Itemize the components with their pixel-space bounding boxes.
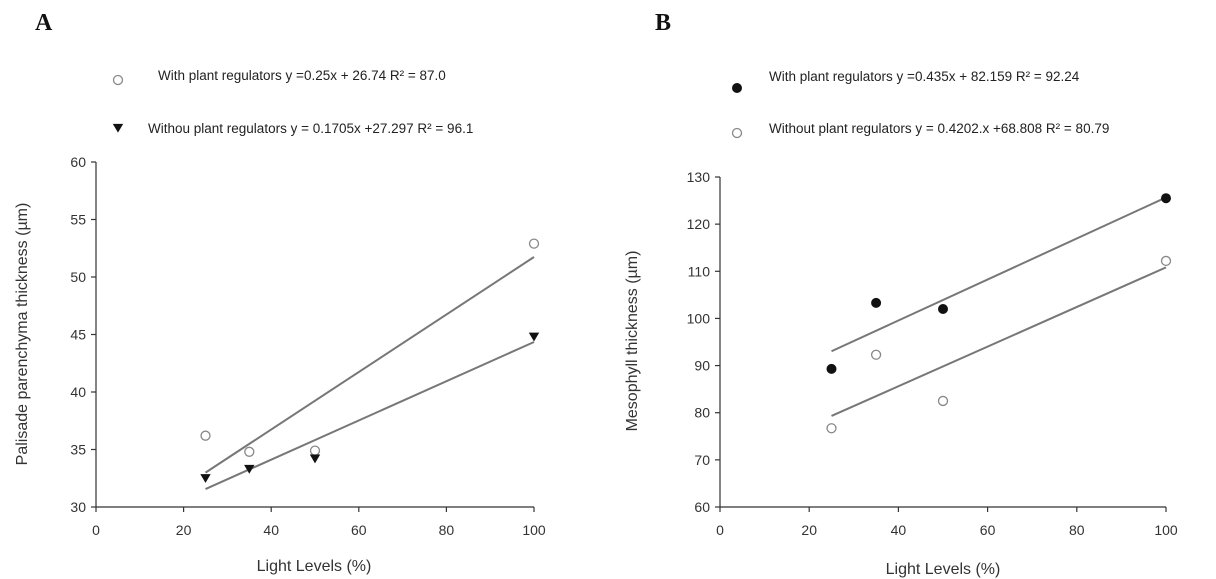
data-point [826, 423, 837, 434]
x-tick-label: 60 [351, 522, 367, 538]
data-point [244, 446, 255, 457]
trendline-2 [831, 266, 1167, 417]
legend-marker [112, 74, 124, 86]
x-axis-title: Light Levels (%) [257, 558, 372, 575]
data-point [200, 474, 211, 483]
legend-marker [112, 123, 124, 133]
data-point [200, 430, 211, 441]
x-tick-label: 80 [1069, 522, 1085, 538]
trendline-1 [831, 196, 1167, 353]
data-point [528, 332, 540, 342]
legend-label: Without plant regulators y = 0.4202.x +6… [769, 121, 1109, 136]
legend-label: With plant regulators y =0.25x + 26.74 R… [158, 68, 446, 83]
data-point [1161, 193, 1171, 204]
y-tick-label: 100 [687, 310, 711, 326]
x-tick-label: 40 [263, 522, 279, 538]
data-point [938, 304, 948, 314]
y-tick-label: 50 [70, 269, 86, 285]
x-tick-label: 0 [92, 522, 100, 538]
y-tick-label: 90 [694, 358, 710, 374]
y-tick-label: 70 [694, 452, 710, 468]
y-axis-title: Mesophyll thickness (µm) [624, 251, 641, 432]
legend-label: Withou plant regulators y = 0.1705x +27.… [148, 121, 473, 136]
x-tick-label: 20 [176, 522, 192, 538]
legend-marker [731, 127, 743, 139]
data-point [937, 395, 949, 407]
x-axis-title: Light Levels (%) [886, 561, 1001, 578]
y-tick-label: 60 [694, 499, 710, 515]
data-point [528, 238, 540, 249]
y-tick-label: 45 [70, 327, 86, 343]
x-tick-label: 80 [439, 522, 455, 538]
trendline-1 [204, 256, 535, 474]
x-tick-label: 20 [801, 522, 817, 538]
x-tick-label: 100 [522, 522, 546, 538]
y-tick-label: 80 [694, 405, 710, 421]
legend-label: With plant regulators y =0.435x + 82.159… [769, 69, 1080, 84]
y-tick-label: 35 [70, 442, 86, 458]
legend-marker [732, 83, 742, 93]
panel-label-b: B [655, 10, 672, 36]
y-tick-label: 120 [687, 216, 711, 232]
data-point [1160, 255, 1172, 267]
y-tick-label: 60 [70, 154, 86, 170]
y-tick-label: 55 [70, 212, 86, 228]
y-tick-label: 30 [70, 499, 86, 515]
data-point [309, 454, 321, 464]
data-point [871, 297, 882, 308]
data-point [309, 445, 321, 456]
trendline-2 [205, 341, 535, 490]
y-tick-label: 40 [70, 384, 86, 400]
panel-label-a: A [35, 10, 53, 36]
x-tick-label: 0 [716, 522, 724, 538]
y-tick-label: 130 [687, 169, 711, 185]
y-axis-title: Palisade parenchyma thickness (µm) [14, 203, 31, 466]
chart-panel-a: 30 35 40 45 50 55 60 0 20 40 60 80 100 Light Levels (… [14, 68, 546, 575]
data-point [870, 349, 882, 360]
x-tick-label: 60 [980, 522, 996, 538]
y-tick-label: 110 [688, 263, 711, 279]
x-tick-label: 40 [891, 522, 907, 538]
data-point [244, 464, 255, 474]
x-tick-label: 100 [1154, 522, 1178, 538]
chart-panel-b: 60 70 80 90 100 110 120 130 0 20 40 60 80 100 Light Le… [624, 69, 1178, 578]
data-point [826, 363, 837, 374]
